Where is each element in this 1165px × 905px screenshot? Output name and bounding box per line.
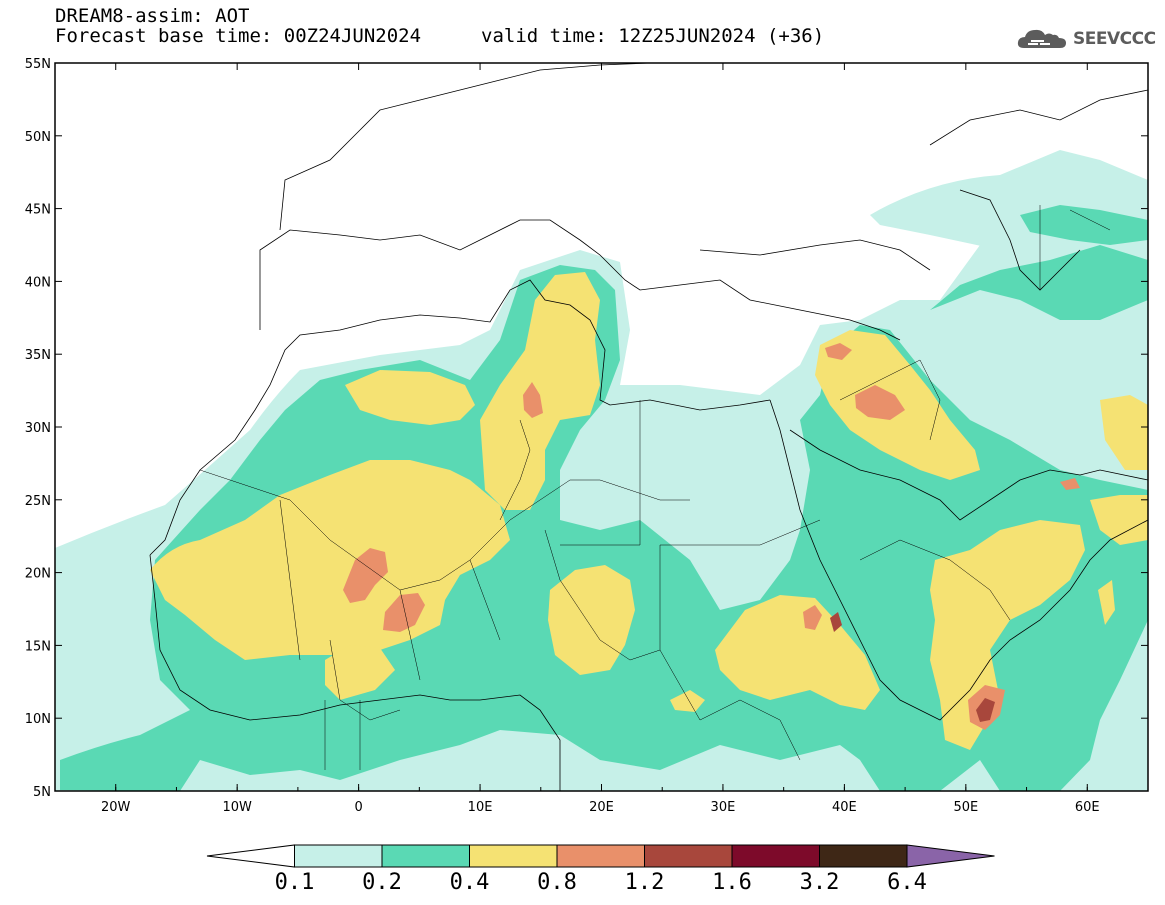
lat-label: 10N — [25, 712, 51, 727]
colorbar: 0.1 0.2 0.4 0.8 1.2 1.6 3.2 6.4 — [206, 844, 995, 895]
colorbar-label: 0.8 — [537, 870, 577, 895]
lat-label: 5N — [33, 785, 51, 800]
colorbar-label: 6.4 — [887, 870, 927, 895]
lon-label: 20W — [101, 800, 131, 815]
lon-label: 40E — [832, 800, 857, 815]
valid-time: valid time: 12Z25JUN2024 (+36) — [481, 25, 825, 47]
aot-field — [55, 63, 1148, 791]
lon-label: 10W — [222, 800, 252, 815]
colorbar-segment — [556, 844, 645, 868]
colorbar-label: 0.1 — [275, 870, 315, 895]
longitude-axis: 20W 10W 0 10E 20E 30E 40E 50E 60E — [54, 63, 1149, 815]
lat-label: 15N — [25, 639, 51, 654]
cloud-icon — [1017, 29, 1066, 48]
colorbar-segment — [644, 844, 733, 868]
colorbar-upper-extension — [906, 844, 995, 868]
colorbar-segment — [731, 844, 820, 868]
forecast-base-time: Forecast base time: 00Z24JUN2024 — [55, 25, 422, 47]
lat-label: 35N — [25, 348, 51, 363]
colorbar-segment — [381, 844, 470, 868]
colorbar-label: 1.2 — [625, 870, 665, 895]
lat-label: 45N — [25, 203, 51, 218]
colorbar-label: 0.4 — [450, 870, 490, 895]
colorbar-label: 3.2 — [800, 870, 840, 895]
lon-label: 20E — [589, 800, 614, 815]
lon-label: 60E — [1075, 800, 1100, 815]
colorbar-segment — [294, 844, 383, 868]
coastlines — [149, 63, 1148, 791]
lat-label: 55N — [25, 57, 51, 72]
colorbar-label: 1.6 — [712, 870, 752, 895]
colorbar-label: 0.2 — [362, 870, 402, 895]
colorbar-segment — [469, 844, 558, 868]
latitude-axis: 55N 50N 45N 40N 35N 30N 25N 20N 15N 10N 5N — [25, 57, 1148, 800]
lat-label: 50N — [25, 130, 51, 145]
map-title: DREAM8-assim: AOT — [55, 5, 250, 27]
lat-label: 40N — [25, 275, 51, 290]
lon-label: 30E — [711, 800, 736, 815]
lon-label: 0 — [354, 800, 362, 815]
lat-label: 25N — [25, 494, 51, 509]
colorbar-lower-extension — [206, 844, 295, 868]
lat-label: 30N — [25, 421, 51, 436]
lon-label: 10E — [468, 800, 493, 815]
colorbar-segment — [819, 844, 908, 868]
lon-label: 50E — [953, 800, 978, 815]
logo-text: SEEVCCC — [1073, 29, 1156, 49]
lat-label: 20N — [25, 567, 51, 582]
borders — [199, 205, 1111, 770]
seevccc-logo: SEEVCCC — [1016, 26, 1156, 52]
